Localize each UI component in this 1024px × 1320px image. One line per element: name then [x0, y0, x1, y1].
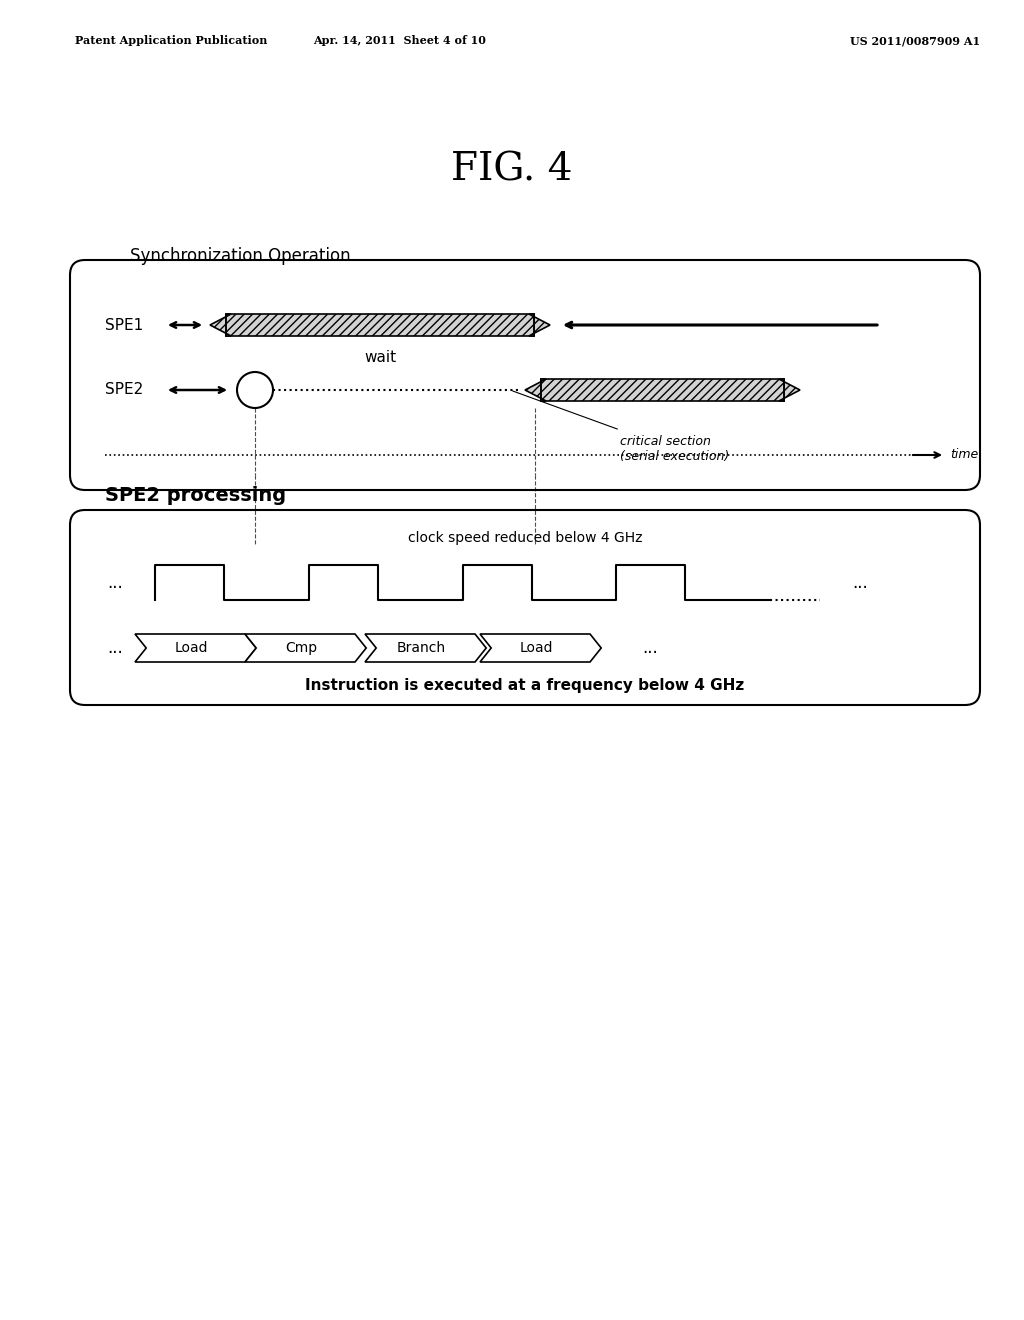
- Polygon shape: [226, 314, 535, 337]
- Text: critical section
(serial execution): critical section (serial execution): [620, 436, 729, 463]
- FancyBboxPatch shape: [70, 510, 980, 705]
- Polygon shape: [541, 379, 784, 401]
- Polygon shape: [528, 314, 550, 337]
- Text: Instruction is executed at a frequency below 4 GHz: Instruction is executed at a frequency b…: [305, 678, 744, 693]
- FancyBboxPatch shape: [70, 260, 980, 490]
- Text: Branch: Branch: [396, 642, 445, 655]
- Polygon shape: [525, 379, 546, 401]
- Polygon shape: [365, 634, 486, 663]
- Text: ...: ...: [852, 573, 868, 591]
- Text: wait: wait: [364, 350, 396, 366]
- Text: SPE1: SPE1: [105, 318, 143, 333]
- Polygon shape: [779, 379, 800, 401]
- Text: time: time: [950, 449, 978, 462]
- Polygon shape: [245, 634, 367, 663]
- Text: FIG. 4: FIG. 4: [452, 152, 572, 189]
- Text: ...: ...: [108, 639, 123, 657]
- Polygon shape: [480, 634, 601, 663]
- Text: US 2011/0087909 A1: US 2011/0087909 A1: [850, 36, 980, 46]
- Text: Patent Application Publication: Patent Application Publication: [75, 36, 267, 46]
- Text: Synchronization Operation: Synchronization Operation: [130, 247, 350, 265]
- Text: Cmp: Cmp: [285, 642, 317, 655]
- Polygon shape: [210, 314, 231, 337]
- Text: clock speed reduced below 4 GHz: clock speed reduced below 4 GHz: [408, 531, 642, 545]
- Text: Apr. 14, 2011  Sheet 4 of 10: Apr. 14, 2011 Sheet 4 of 10: [313, 36, 486, 46]
- Text: Load: Load: [174, 642, 208, 655]
- Text: ...: ...: [642, 639, 657, 657]
- Text: ...: ...: [108, 573, 123, 591]
- Polygon shape: [135, 634, 256, 663]
- Text: SPE2 processing: SPE2 processing: [105, 486, 286, 506]
- Text: Load: Load: [519, 642, 553, 655]
- Text: SPE2: SPE2: [105, 383, 143, 397]
